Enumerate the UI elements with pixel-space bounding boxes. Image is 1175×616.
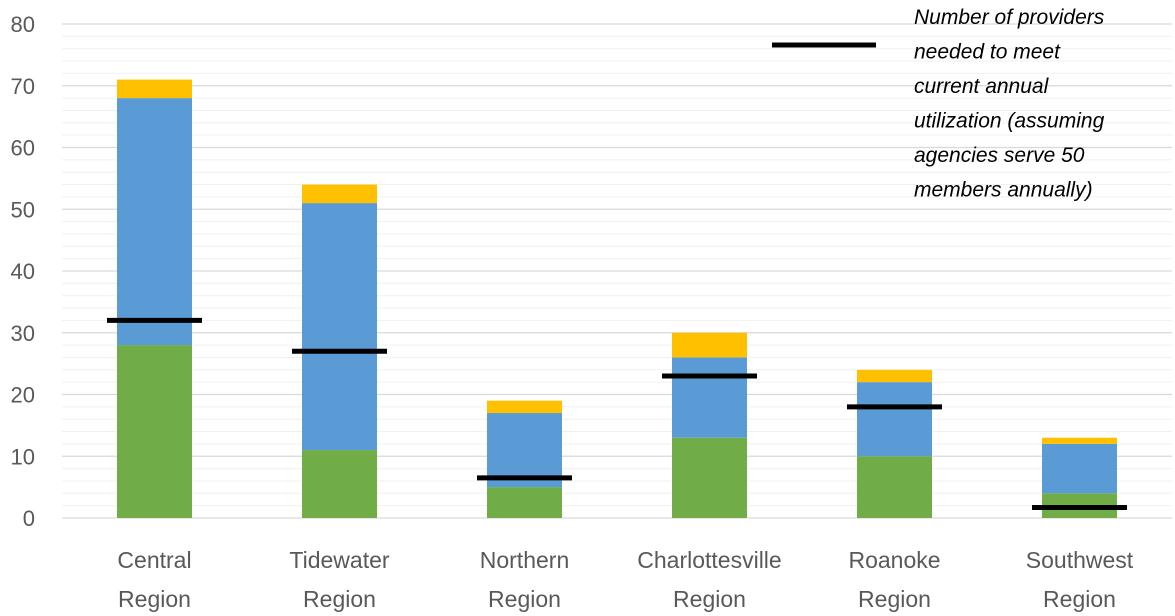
legend-label: members annually) <box>914 179 1093 202</box>
y-axis: 0 10 20 30 40 50 60 70 80 <box>11 12 35 531</box>
bar-segment-3 <box>1042 437 1117 444</box>
x-category-label: Roanoke <box>848 547 940 573</box>
x-category-label: Charlottesville <box>637 547 781 573</box>
bars <box>117 79 1117 518</box>
y-tick-label: 60 <box>11 136 35 161</box>
x-category-label: Region <box>118 586 191 612</box>
bar-segment-2 <box>487 413 562 488</box>
bar-segment-1 <box>117 345 192 518</box>
bar-segment-2 <box>117 98 192 346</box>
legend-label: current annual <box>914 75 1050 98</box>
x-category-label: Tidewater <box>289 547 389 573</box>
x-category-label: Region <box>303 586 376 612</box>
y-tick-label: 70 <box>11 74 35 99</box>
bar-segment-1 <box>487 487 562 518</box>
y-tick-label: 20 <box>11 383 35 408</box>
legend-label: Number of providers <box>914 6 1105 29</box>
y-tick-label: 30 <box>11 321 35 346</box>
bar-segment-3 <box>672 332 747 358</box>
bar-segment-3 <box>487 400 562 414</box>
bar-segment-3 <box>302 184 377 204</box>
bar-segment-1 <box>672 437 747 518</box>
bar-segment-3 <box>857 369 932 383</box>
y-tick-label: 0 <box>23 506 35 531</box>
bar-segment-1 <box>302 450 377 518</box>
target-markers <box>107 317 1127 511</box>
gridlines <box>62 23 1172 519</box>
legend-label: agencies serve 50 <box>914 144 1085 167</box>
x-category-label: Southwest <box>1026 547 1134 573</box>
x-category-label: Northern <box>480 547 569 573</box>
bar-segment-2 <box>1042 443 1117 494</box>
bar-segment-2 <box>857 382 932 457</box>
legend-label: needed to meet <box>914 41 1061 64</box>
x-category-label: Region <box>1043 586 1116 612</box>
y-tick-label: 10 <box>11 444 35 469</box>
x-category-label: Central <box>117 547 191 573</box>
bar-segment-1 <box>857 456 932 518</box>
x-category-label: Region <box>858 586 931 612</box>
legend-label: utilization (assuming <box>914 110 1105 133</box>
y-tick-label: 50 <box>11 197 35 222</box>
y-tick-label: 40 <box>11 259 35 284</box>
x-category-label: Region <box>673 586 746 612</box>
y-tick-label: 80 <box>11 12 35 37</box>
bar-segment-3 <box>117 79 192 99</box>
x-category-label: Region <box>488 586 561 612</box>
x-axis: Central Region Tidewater Region Northern Regi… <box>117 547 1133 612</box>
bar-segment-2 <box>302 203 377 451</box>
legend: Number of providers needed to meet current… <box>772 6 1105 202</box>
bar-segment-2 <box>672 357 747 438</box>
